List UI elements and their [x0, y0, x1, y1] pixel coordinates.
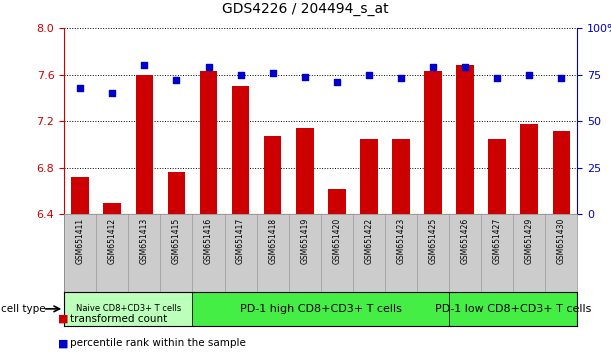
- Bar: [360, 139, 378, 354]
- Point: [139, 63, 149, 68]
- Text: GSM651419: GSM651419: [300, 218, 309, 264]
- Text: Naive CD8+CD3+ T cells: Naive CD8+CD3+ T cells: [76, 304, 181, 313]
- Point: [332, 79, 342, 85]
- Point: [268, 70, 277, 76]
- Point: [428, 64, 438, 70]
- Text: GSM651415: GSM651415: [172, 218, 181, 264]
- Point: [75, 85, 85, 91]
- Bar: [328, 189, 346, 354]
- Point: [557, 76, 566, 81]
- Bar: [449, 292, 577, 326]
- Point: [236, 72, 246, 78]
- Text: percentile rank within the sample: percentile rank within the sample: [70, 338, 246, 348]
- Point: [203, 64, 213, 70]
- Bar: [296, 128, 313, 354]
- Text: ■: ■: [58, 314, 68, 324]
- Point: [300, 74, 310, 79]
- Text: ■: ■: [58, 338, 68, 348]
- Bar: [424, 71, 442, 354]
- Point: [492, 76, 502, 81]
- Text: cell type: cell type: [1, 304, 46, 314]
- Text: transformed count: transformed count: [70, 314, 167, 324]
- Text: GSM651417: GSM651417: [236, 218, 245, 264]
- Point: [460, 64, 470, 70]
- Point: [108, 91, 117, 96]
- Text: GSM651430: GSM651430: [557, 218, 566, 264]
- Text: GSM651418: GSM651418: [268, 218, 277, 264]
- Point: [364, 72, 374, 78]
- Text: GSM651411: GSM651411: [76, 218, 85, 264]
- Point: [396, 76, 406, 81]
- Point: [172, 78, 181, 83]
- Text: GSM651423: GSM651423: [397, 218, 406, 264]
- Bar: [552, 131, 570, 354]
- Bar: [488, 139, 506, 354]
- Text: GSM651413: GSM651413: [140, 218, 149, 264]
- Bar: [232, 86, 249, 354]
- Bar: [167, 172, 185, 354]
- Text: GSM651425: GSM651425: [428, 218, 437, 264]
- Bar: [456, 65, 474, 354]
- Text: GSM651426: GSM651426: [461, 218, 470, 264]
- Bar: [71, 177, 89, 354]
- Text: PD-1 low CD8+CD3+ T cells: PD-1 low CD8+CD3+ T cells: [435, 304, 591, 314]
- Text: GSM651412: GSM651412: [108, 218, 117, 264]
- Bar: [521, 124, 538, 354]
- Text: PD-1 high CD8+CD3+ T cells: PD-1 high CD8+CD3+ T cells: [240, 304, 401, 314]
- Bar: [192, 292, 449, 326]
- Bar: [200, 71, 218, 354]
- Text: GSM651429: GSM651429: [525, 218, 534, 264]
- Bar: [103, 202, 121, 354]
- Bar: [392, 139, 410, 354]
- Text: GSM651422: GSM651422: [364, 218, 373, 264]
- Point: [524, 72, 534, 78]
- Text: GSM651427: GSM651427: [492, 218, 502, 264]
- Bar: [64, 292, 192, 326]
- Text: GSM651416: GSM651416: [204, 218, 213, 264]
- Bar: [136, 75, 153, 354]
- Bar: [264, 136, 282, 354]
- Text: GDS4226 / 204494_s_at: GDS4226 / 204494_s_at: [222, 2, 389, 16]
- Text: GSM651420: GSM651420: [332, 218, 342, 264]
